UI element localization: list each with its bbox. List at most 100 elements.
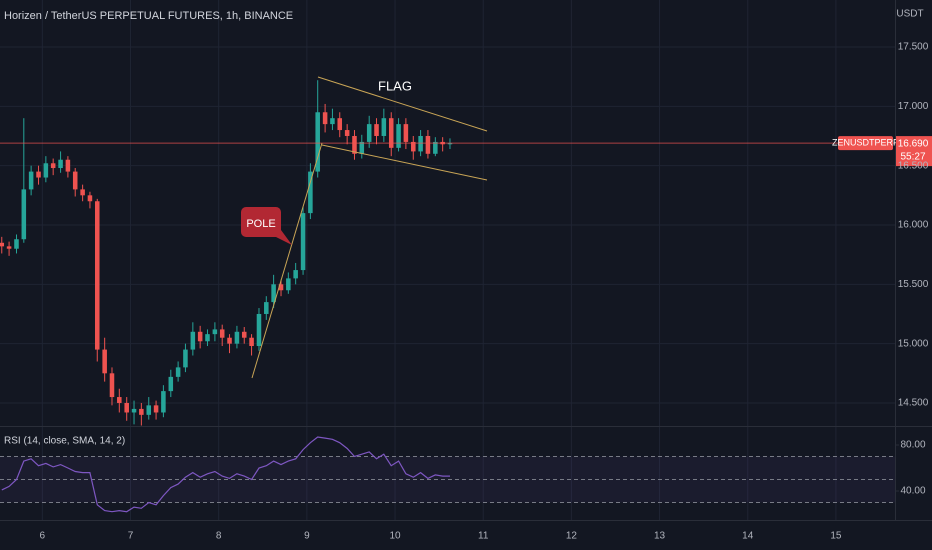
y-tick-label: 15.500 [898,279,929,290]
candle-body [278,284,284,291]
x-tick-label: 9 [304,531,310,542]
candle-body [43,163,49,178]
flag-label: FLAG [378,78,412,93]
symbol-tag-label: ZENUSDTPERP [832,137,899,147]
x-tick-label: 10 [389,531,401,542]
candle-body [197,331,203,342]
grid [0,0,895,520]
candle-body [403,124,409,142]
candle-body [87,195,93,202]
candle-body [175,367,181,377]
rsi-title: RSI (14, close, SMA, 14, 2) [4,436,125,447]
rsi-line [1,436,450,513]
candle-body [6,246,12,249]
candle-body [381,118,387,136]
candle-body [109,373,115,398]
candle-body [374,124,379,136]
pole-line [251,142,323,379]
candle-body [271,284,276,303]
candle-body [219,329,225,338]
candle-body [94,201,100,350]
candle-body [234,331,240,344]
candle-body [425,135,431,154]
candle-body [168,376,174,392]
candle-body [344,130,350,136]
candle-body [0,242,5,247]
candle-body [80,189,85,196]
candle-body [153,405,159,413]
candle-body [308,171,313,214]
candle-body [256,313,262,347]
candle-body [72,171,78,190]
y-tick-label: 17.000 [898,101,929,112]
candle-body [433,141,438,154]
y-tick-label: 80.00 [900,440,925,451]
y-tick-label: 17.500 [898,42,929,53]
x-tick-label: 14 [742,531,754,542]
price-pane [0,80,895,426]
candle-body [447,143,453,145]
candle-body [183,349,188,368]
candle-body [293,270,298,279]
candle-body [315,112,320,172]
candle-body [205,334,210,342]
y-tick-label: 14.500 [898,398,929,409]
candle-body [14,239,19,249]
candle-body [322,112,328,125]
candle-body [212,329,218,335]
candle-body [190,331,196,350]
candle-body [227,337,232,344]
candle-body [359,141,365,154]
candle-body [58,159,63,169]
candle-body [300,213,306,271]
candle-body [418,135,423,152]
x-tick-label: 13 [654,531,666,542]
flag-lower-line [321,144,488,181]
pole-badge [241,207,292,245]
candle-body [21,189,27,240]
candle-body [337,118,343,131]
price-tag [896,136,932,167]
candle-body [146,405,152,415]
x-tick-label: 8 [216,531,222,542]
price-tag-label: 16.690 [898,139,929,150]
y-tick-label: 40.00 [900,486,925,497]
candle-body [249,337,254,347]
rsi-pane [0,436,899,513]
candle-body [102,349,107,374]
candle-body [388,118,394,148]
candle-body [352,135,357,154]
candle-body [50,163,56,169]
candle-body [124,402,129,413]
candle-body [161,391,166,413]
y-unit: USDT [896,9,923,20]
candle-body [28,171,34,190]
pole-label: POLE [246,218,275,230]
x-tick-label: 15 [830,531,842,542]
y-tick-label: 15.000 [898,338,929,349]
candle-body [65,159,71,172]
candle-body [139,408,144,415]
candle-body [241,331,247,338]
symbol-tag [838,136,893,151]
candle-body [264,302,269,314]
x-tick-label: 7 [128,531,134,542]
candle-body [36,171,41,178]
candle-body [286,278,291,291]
flag-upper-line [317,76,488,132]
candle-body [117,397,122,403]
candle-body [366,124,372,142]
countdown-label: 55:27 [900,152,925,163]
candle-body [330,118,335,125]
y-tick-label: 16.500 [898,160,929,171]
y-tick-label: 16.000 [898,220,929,231]
x-tick-label: 6 [40,531,46,542]
chart-title: Horizen / TetherUS PERPETUAL FUTURES, 1h… [4,10,293,22]
candle-body [131,408,137,413]
candle-body [396,124,401,148]
candle-body [411,141,416,152]
